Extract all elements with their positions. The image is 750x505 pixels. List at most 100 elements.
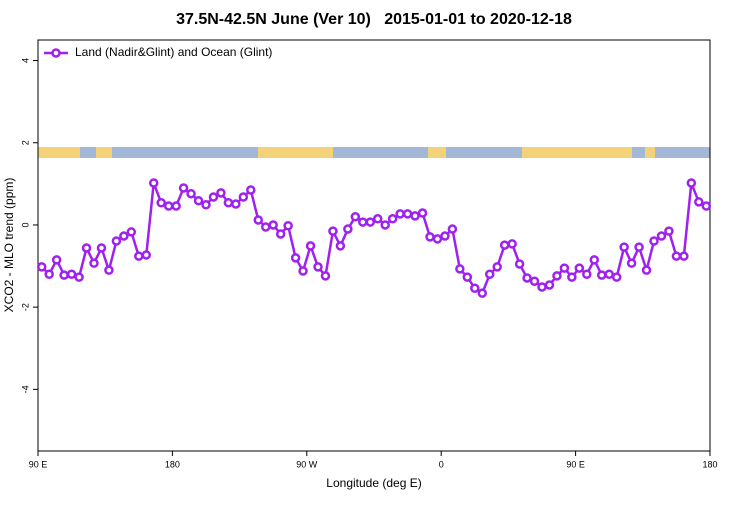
data-point [619,242,629,252]
data-point [395,209,405,219]
data-point [328,226,338,236]
y-tick-label: 2 [20,140,30,145]
data-point [141,250,152,260]
data-point [44,269,54,280]
data-point [634,242,644,252]
data-point [186,188,196,199]
data-point [59,270,69,280]
data-point [253,215,264,225]
data-point [641,265,652,275]
data-point [260,222,271,232]
data-point [96,243,107,253]
legend-label: Land (Nadir&Glint) and Ocean (Glint) [75,45,272,59]
data-point [343,224,353,234]
data-point [589,255,600,265]
x-tick-label: 90 W [296,459,318,469]
chart-title: 37.5N-42.5N June (Ver 10) 2015-01-01 to … [176,11,572,28]
y-tick-label: -4 [20,385,30,393]
data-point [387,214,398,224]
data-point [529,276,540,287]
data-point [694,197,704,207]
data-point [246,185,256,195]
data-point [111,236,122,246]
data-point [148,178,159,188]
data-point [507,239,517,249]
data-point [522,273,532,283]
data-point [432,234,443,244]
data-point [649,236,659,246]
data-point [701,201,712,211]
y-axis-label: XCO2 - MLO trend (ppm) [2,178,16,313]
data-point [104,265,114,275]
data-point [201,200,211,210]
data-point [574,263,585,273]
data-point [313,262,323,272]
data-point [582,269,592,280]
data-point [537,282,547,292]
data-point [544,280,555,290]
data-point [484,269,495,280]
data-point [596,270,607,280]
data-point [604,269,614,280]
data-point [231,199,241,209]
data-point [66,269,77,280]
x-tick-label: 180 [165,459,180,469]
data-point [171,201,181,211]
y-tick-label: 0 [20,222,30,227]
x-tick-label: 0 [439,459,444,469]
data-point [283,221,293,231]
data-point [499,240,510,250]
data-point [552,271,562,281]
data-point [298,266,308,276]
y-tick-label: -2 [20,303,30,311]
plot-frame [37,39,711,452]
data-point [679,251,689,261]
data-point [268,220,278,230]
map-strip [38,147,710,158]
x-tick-label: 90 E [29,459,48,469]
data-point [380,220,390,230]
data-point [664,226,674,236]
data-point [134,251,144,261]
data-point [89,258,99,268]
data-point [275,229,286,239]
data-point [372,214,383,224]
data-point [81,243,92,253]
data-point [477,288,488,298]
x-tick-label: 180 [702,459,717,469]
data-point [462,272,473,282]
data-point [119,231,129,241]
data-point [440,231,450,241]
data-point [514,259,525,269]
data-point [126,227,137,237]
data-point [358,217,368,227]
data-point [656,231,667,241]
data-point [305,241,316,251]
data-point [163,201,174,211]
data-point [335,241,346,251]
data-point [567,272,577,282]
y-tick-label: 4 [20,58,30,63]
data-point [686,178,697,188]
x-tick-label: 90 E [566,459,585,469]
data-point [671,251,682,261]
data-point [216,188,226,198]
data-point [365,217,376,227]
data-point [178,183,189,193]
data-point [223,198,234,208]
data-point [470,283,480,293]
data-point [455,264,465,274]
data-point [74,272,84,282]
data-point [559,263,570,273]
data-point [320,271,331,281]
data-point [156,198,166,208]
data-point [402,209,413,219]
data-point [208,192,219,202]
data-point [492,262,502,272]
data-point [611,272,622,282]
data-point [447,224,458,234]
data-point [410,211,420,221]
data-point [51,255,62,265]
x-axis-label: Longitude (deg E) [326,476,421,490]
